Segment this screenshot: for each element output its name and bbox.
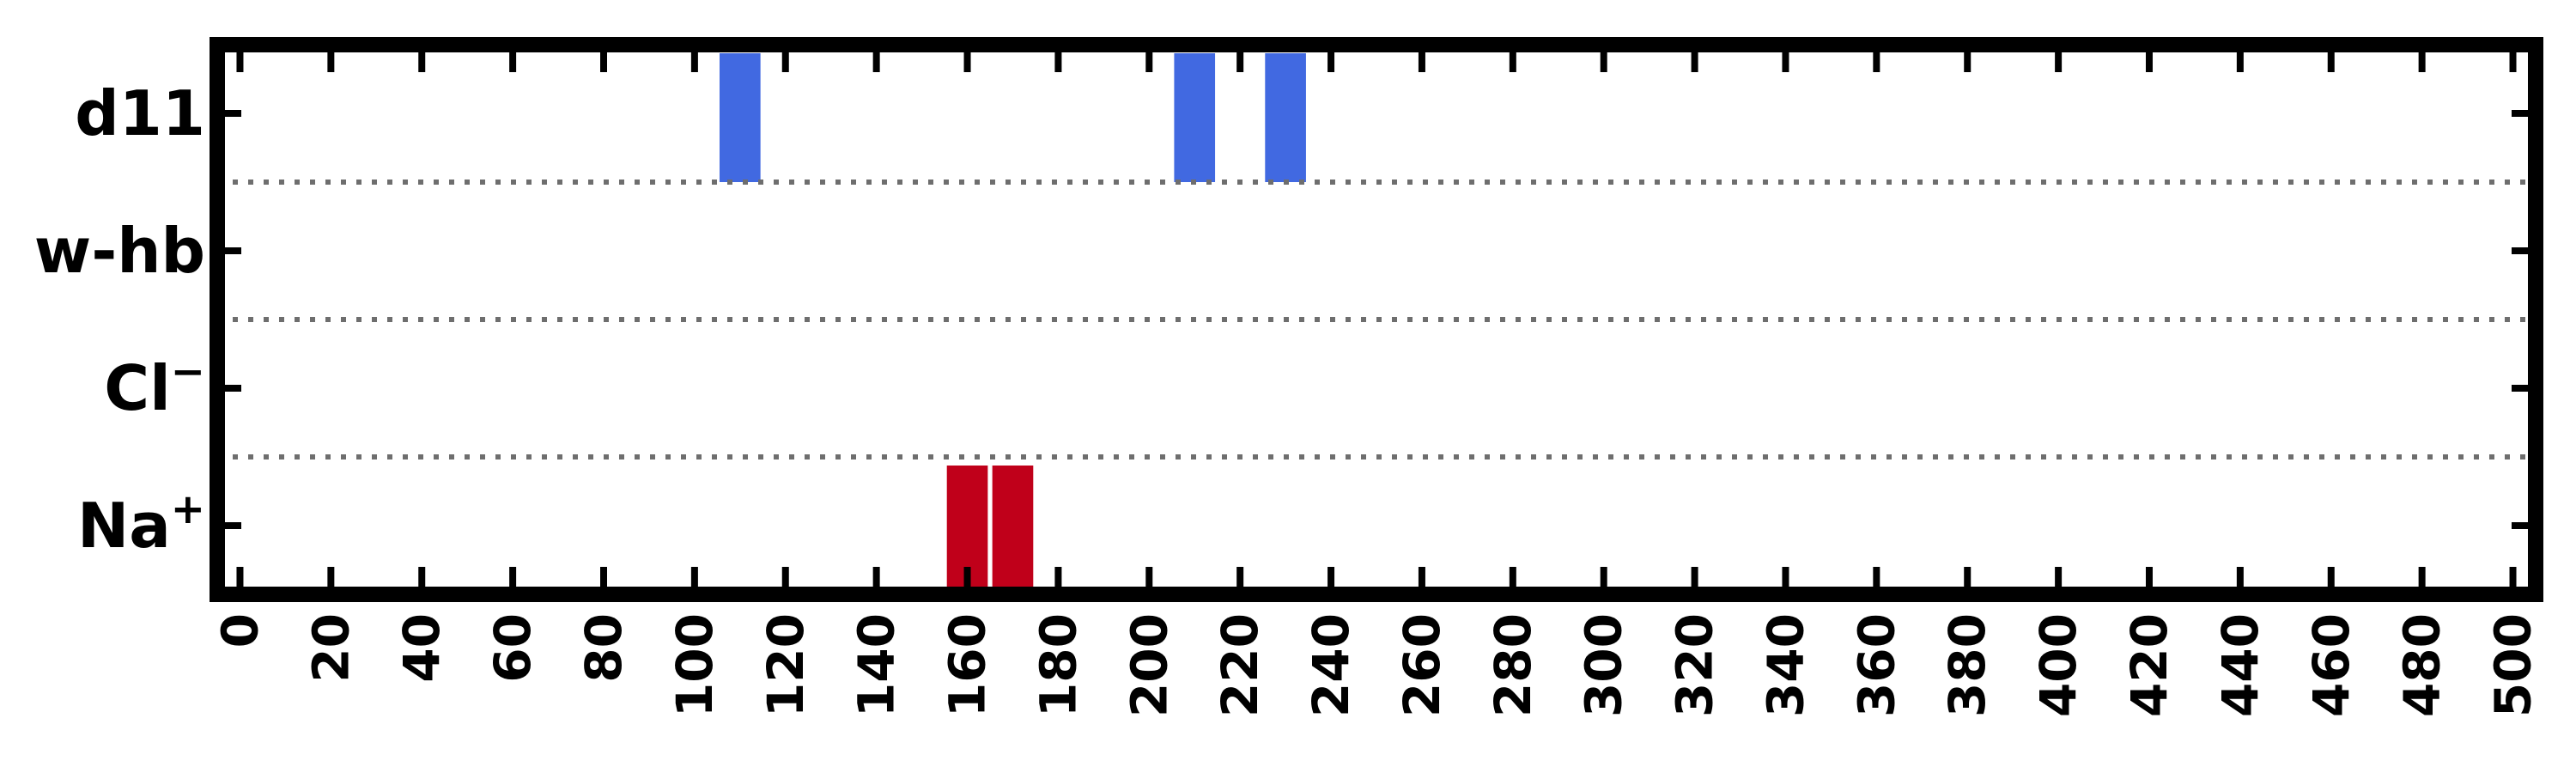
x-tick-label: 400: [2029, 613, 2087, 717]
x-tick-label: 280: [1484, 613, 1542, 717]
x-tick-label: 460: [2302, 613, 2360, 717]
y-tick-labels: d11 w-hb Cl− Na+: [34, 77, 205, 562]
event-bar: [720, 53, 761, 182]
x-tick-labels: 0 20 40 60 80 100 120 140 160 180 200 220 240 260 280 3…: [210, 613, 2542, 717]
x-tick-label: 220: [1211, 613, 1269, 717]
x-tick-label: 320: [1666, 613, 1724, 717]
x-tick-label: 300: [1575, 613, 1633, 717]
x-tick-label: 340: [1756, 613, 1814, 717]
x-tick-label: 100: [665, 613, 724, 717]
x-tick-label: 500: [2484, 613, 2543, 717]
x-tick-label: 480: [2393, 613, 2451, 717]
row-separators: [217, 180, 2536, 460]
y-tick-label-cl: Cl−: [104, 348, 205, 424]
x-tick-label: 180: [1029, 613, 1087, 717]
event-bar: [1174, 53, 1216, 182]
plot-frame: [210, 37, 2543, 602]
x-tick-label: 120: [756, 613, 815, 717]
event-bar: [992, 466, 1034, 594]
y-tick-label-na: Na+: [77, 485, 205, 562]
event-bars: [720, 53, 1306, 594]
x-tick-label: 20: [301, 613, 360, 683]
x-tick-label: 240: [1302, 613, 1360, 717]
x-tick-label: 140: [848, 613, 906, 717]
y-tick-label-d11: d11: [75, 77, 205, 149]
x-tick-label: 380: [1938, 613, 1996, 717]
x-tick-label: 420: [2120, 613, 2178, 717]
x-tick-label: 60: [483, 613, 542, 683]
x-tick-label: 260: [1393, 613, 1451, 717]
x-tick-label: 440: [2211, 613, 2269, 717]
x-tick-label: 80: [574, 613, 633, 683]
x-tick-label: 160: [939, 613, 997, 717]
y-tick-label-w-hb: w-hb: [34, 215, 205, 287]
x-tick-label: 360: [1847, 613, 1905, 717]
x-tick-label: 0: [210, 613, 269, 648]
x-tick-label: 40: [392, 613, 451, 683]
event-bar: [1265, 53, 1306, 182]
x-tick-label: 200: [1120, 613, 1178, 717]
